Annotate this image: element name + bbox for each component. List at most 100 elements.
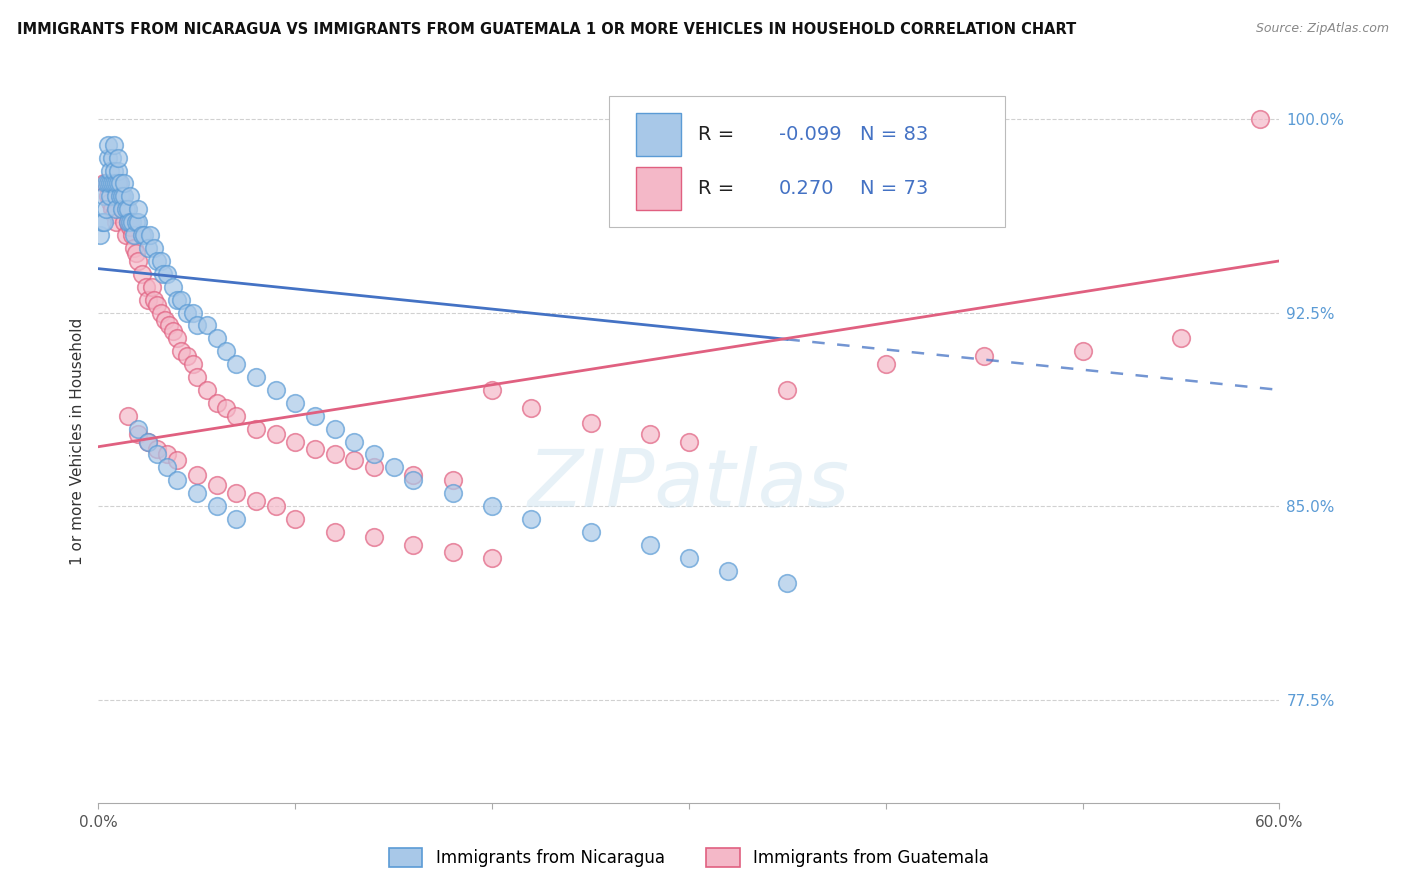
- Text: R =: R =: [699, 125, 741, 144]
- Point: [135, 279, 157, 293]
- Point: [150, 305, 173, 319]
- Point: [136, 293, 159, 307]
- Point: [363, 447, 385, 461]
- Point: [215, 401, 238, 415]
- Point: [96, 202, 118, 217]
- Point: [89, 228, 111, 243]
- Point: [195, 318, 218, 333]
- Legend: Immigrants from Nicaragua, Immigrants from Guatemala: Immigrants from Nicaragua, Immigrants fr…: [382, 841, 995, 874]
- Point: [96, 177, 118, 191]
- Text: ZIPatlas: ZIPatlas: [527, 446, 851, 524]
- Point: [520, 512, 543, 526]
- FancyBboxPatch shape: [609, 96, 1005, 227]
- Point: [323, 447, 346, 461]
- Point: [678, 550, 700, 565]
- Point: [181, 357, 204, 371]
- Point: [205, 478, 228, 492]
- Text: IMMIGRANTS FROM NICARAGUA VS IMMIGRANTS FROM GUATEMALA 1 OR MORE VEHICLES IN HOU: IMMIGRANTS FROM NICARAGUA VS IMMIGRANTS …: [17, 22, 1076, 37]
- Point: [304, 442, 326, 457]
- Point: [162, 324, 184, 338]
- Point: [112, 177, 135, 191]
- FancyBboxPatch shape: [636, 112, 681, 156]
- Point: [115, 228, 138, 243]
- Point: [101, 151, 124, 165]
- Point: [127, 215, 149, 229]
- Point: [118, 220, 141, 235]
- Point: [195, 383, 218, 397]
- Point: [125, 215, 148, 229]
- Point: [127, 426, 149, 441]
- Point: [105, 189, 128, 203]
- Point: [103, 163, 125, 178]
- Text: N = 83: N = 83: [860, 125, 928, 144]
- Point: [156, 447, 179, 461]
- Point: [103, 177, 125, 191]
- Text: N = 73: N = 73: [860, 179, 928, 198]
- Point: [156, 267, 179, 281]
- Point: [117, 215, 139, 229]
- Point: [225, 357, 247, 371]
- Point: [264, 499, 287, 513]
- Point: [97, 137, 120, 152]
- Point: [105, 215, 128, 229]
- Text: Source: ZipAtlas.com: Source: ZipAtlas.com: [1256, 22, 1389, 36]
- Point: [166, 452, 188, 467]
- Point: [1071, 344, 1094, 359]
- Point: [205, 396, 228, 410]
- Point: [155, 313, 177, 327]
- Point: [284, 396, 307, 410]
- Point: [225, 486, 247, 500]
- Point: [717, 564, 740, 578]
- Point: [304, 409, 326, 423]
- Point: [97, 189, 120, 203]
- Point: [875, 357, 897, 371]
- Y-axis label: 1 or more Vehicles in Household: 1 or more Vehicles in Household: [70, 318, 86, 566]
- Point: [112, 189, 135, 203]
- Point: [112, 215, 135, 229]
- Point: [186, 318, 208, 333]
- Point: [481, 499, 503, 513]
- Point: [121, 228, 143, 243]
- Point: [638, 538, 661, 552]
- Point: [136, 434, 159, 449]
- Point: [441, 545, 464, 559]
- Point: [181, 305, 204, 319]
- Point: [150, 253, 173, 268]
- Point: [245, 370, 267, 384]
- Point: [97, 151, 120, 165]
- Point: [138, 228, 160, 243]
- Point: [131, 267, 153, 281]
- Point: [215, 344, 238, 359]
- Point: [973, 350, 995, 364]
- Point: [111, 202, 134, 217]
- Text: -0.099: -0.099: [779, 125, 841, 144]
- Point: [284, 512, 307, 526]
- Point: [146, 298, 169, 312]
- Point: [121, 215, 143, 229]
- Point: [343, 434, 366, 449]
- Point: [108, 189, 131, 203]
- Point: [98, 194, 121, 209]
- Point: [136, 434, 159, 449]
- Point: [176, 305, 198, 319]
- Point: [245, 422, 267, 436]
- Point: [107, 177, 129, 191]
- Point: [127, 422, 149, 436]
- Point: [103, 207, 125, 221]
- Point: [186, 468, 208, 483]
- Point: [579, 524, 602, 539]
- Point: [264, 426, 287, 441]
- Point: [284, 434, 307, 449]
- Point: [146, 447, 169, 461]
- Point: [101, 202, 124, 217]
- Point: [678, 434, 700, 449]
- Point: [382, 460, 405, 475]
- Point: [162, 279, 184, 293]
- Point: [118, 189, 141, 203]
- Point: [93, 177, 115, 191]
- Point: [142, 293, 165, 307]
- Point: [146, 253, 169, 268]
- Point: [166, 473, 188, 487]
- Point: [176, 350, 198, 364]
- Point: [225, 512, 247, 526]
